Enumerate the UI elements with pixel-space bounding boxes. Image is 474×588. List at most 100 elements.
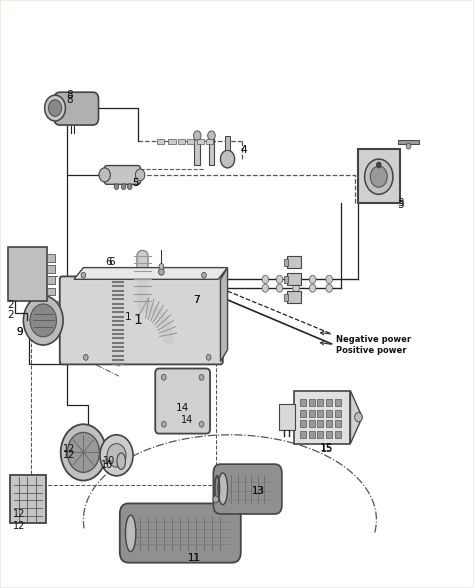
Circle shape — [45, 95, 65, 121]
Bar — [318, 420, 323, 427]
Circle shape — [208, 131, 215, 141]
Bar — [46, 254, 55, 262]
Text: 4: 4 — [241, 145, 247, 155]
FancyBboxPatch shape — [155, 369, 210, 433]
Text: 8: 8 — [66, 89, 73, 99]
Bar — [43, 312, 64, 329]
Circle shape — [121, 183, 126, 189]
Circle shape — [61, 424, 106, 480]
Bar — [326, 399, 332, 406]
FancyBboxPatch shape — [120, 503, 241, 563]
Circle shape — [326, 275, 332, 283]
Text: 3: 3 — [397, 201, 403, 211]
Circle shape — [30, 304, 56, 337]
Text: 2: 2 — [7, 300, 13, 310]
Bar — [194, 139, 200, 165]
Circle shape — [262, 284, 269, 292]
Bar — [287, 256, 301, 268]
Text: 1: 1 — [133, 313, 142, 328]
FancyBboxPatch shape — [213, 464, 282, 514]
Text: 14: 14 — [181, 415, 193, 425]
Circle shape — [365, 159, 393, 194]
Circle shape — [206, 355, 211, 360]
Circle shape — [293, 275, 300, 283]
Text: 2: 2 — [7, 309, 13, 319]
Text: 12: 12 — [13, 521, 26, 531]
Circle shape — [23, 296, 63, 345]
Bar — [309, 399, 315, 406]
Circle shape — [99, 168, 110, 182]
Circle shape — [201, 272, 206, 278]
Circle shape — [213, 496, 219, 503]
Circle shape — [262, 275, 269, 283]
Bar — [335, 399, 341, 406]
Circle shape — [107, 443, 126, 467]
Bar — [46, 276, 55, 284]
FancyBboxPatch shape — [54, 92, 99, 125]
Bar — [284, 259, 288, 266]
Bar — [309, 410, 315, 417]
Polygon shape — [350, 391, 362, 443]
Bar — [206, 139, 213, 145]
Bar — [326, 420, 332, 427]
Circle shape — [193, 131, 201, 141]
Ellipse shape — [117, 453, 126, 469]
Text: 10: 10 — [103, 456, 116, 466]
Bar — [326, 410, 332, 417]
Text: 7: 7 — [193, 295, 200, 305]
Text: 10: 10 — [101, 460, 113, 470]
Bar — [279, 405, 295, 430]
Text: 13: 13 — [252, 486, 265, 496]
Text: 1: 1 — [125, 312, 132, 322]
Circle shape — [310, 284, 316, 292]
Text: 9: 9 — [16, 327, 23, 337]
Bar — [318, 410, 323, 417]
Text: 14: 14 — [176, 403, 189, 413]
Ellipse shape — [126, 515, 136, 552]
Bar — [46, 265, 55, 273]
Text: 15: 15 — [320, 443, 333, 453]
Polygon shape — [220, 268, 228, 362]
Bar — [335, 420, 341, 427]
Polygon shape — [74, 268, 228, 279]
Circle shape — [100, 435, 133, 476]
Circle shape — [67, 432, 100, 472]
Circle shape — [161, 421, 166, 427]
Circle shape — [158, 268, 164, 275]
Circle shape — [276, 275, 283, 283]
Circle shape — [161, 375, 166, 380]
Bar — [398, 141, 419, 145]
Bar — [357, 149, 400, 203]
Bar — [318, 430, 323, 437]
Bar — [287, 291, 301, 303]
Text: 12: 12 — [13, 509, 26, 519]
Circle shape — [48, 100, 62, 116]
Bar — [300, 399, 306, 406]
Bar — [309, 430, 315, 437]
Text: 3: 3 — [397, 198, 403, 208]
Text: 4: 4 — [241, 145, 247, 155]
Bar — [300, 410, 306, 417]
Circle shape — [199, 375, 204, 380]
Text: Positive power: Positive power — [320, 342, 407, 355]
Circle shape — [81, 272, 86, 278]
Bar — [294, 391, 350, 443]
Text: 15: 15 — [320, 445, 333, 455]
Bar — [300, 420, 306, 427]
Bar — [335, 410, 341, 417]
Circle shape — [114, 183, 119, 189]
Bar — [10, 475, 46, 523]
Circle shape — [136, 169, 145, 181]
Circle shape — [370, 166, 387, 187]
Text: 8: 8 — [66, 95, 73, 105]
Bar — [156, 139, 164, 145]
Circle shape — [293, 284, 300, 292]
Bar — [187, 139, 194, 145]
Bar — [225, 136, 230, 151]
Bar — [178, 139, 185, 145]
Bar — [335, 430, 341, 437]
FancyBboxPatch shape — [104, 166, 141, 184]
Bar — [8, 247, 46, 301]
Bar — [287, 273, 301, 285]
Circle shape — [326, 284, 332, 292]
